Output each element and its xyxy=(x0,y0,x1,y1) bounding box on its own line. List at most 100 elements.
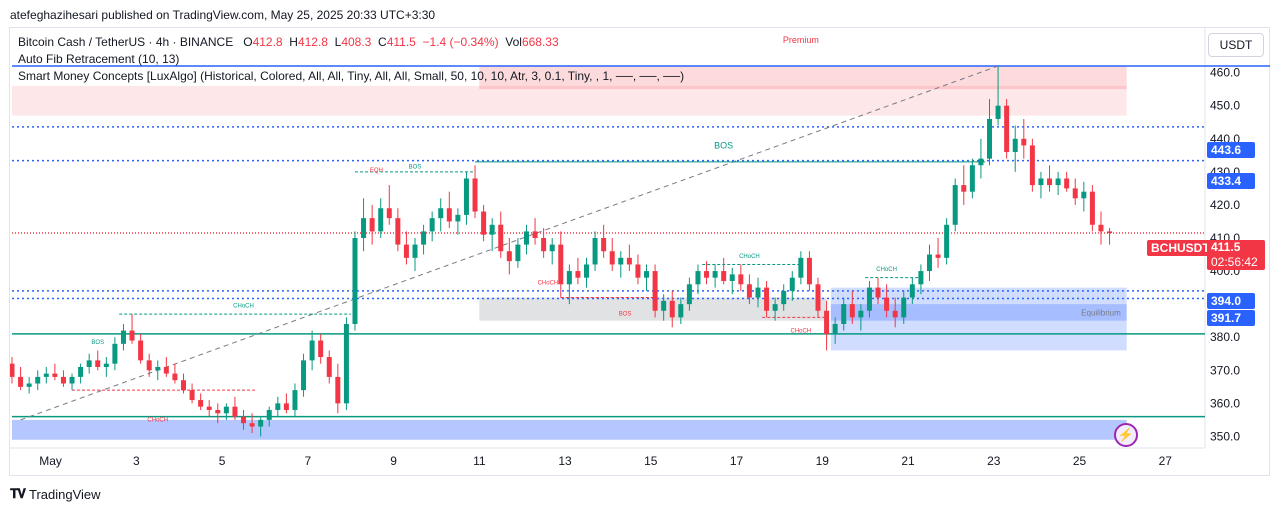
x-tick-label: 17 xyxy=(730,454,744,468)
candle-body-1 xyxy=(18,376,24,387)
currency-button[interactable]: USDT xyxy=(1208,33,1264,57)
candle-body-126 xyxy=(1089,191,1095,225)
candle-body-64 xyxy=(558,244,564,285)
candle-body-117 xyxy=(1012,138,1018,153)
choch-label-2: CHoCH xyxy=(538,280,559,286)
candle-body-68 xyxy=(592,238,598,265)
candle-body-67 xyxy=(583,264,589,278)
candle-body-47 xyxy=(412,244,418,258)
candle-body-115 xyxy=(995,105,1001,119)
x-tick-label: 25 xyxy=(1073,454,1087,468)
x-tick-label: 11 xyxy=(473,454,486,468)
high-label: H xyxy=(289,35,298,49)
candle-body-108 xyxy=(935,254,941,258)
candle-body-95 xyxy=(824,310,830,334)
x-tick-label: 13 xyxy=(558,454,572,468)
candle-body-112 xyxy=(969,165,975,192)
candle-body-66 xyxy=(575,271,581,278)
candle-body-98 xyxy=(849,304,855,318)
candle-body-110 xyxy=(952,185,958,225)
candle-body-61 xyxy=(532,231,538,238)
candle-body-128 xyxy=(1107,231,1113,234)
candle-body-65 xyxy=(566,271,572,285)
candle-body-42 xyxy=(369,218,375,232)
candle-body-10 xyxy=(95,360,101,367)
premium-top-zone xyxy=(479,66,1127,90)
candle-body-102 xyxy=(884,297,890,311)
y-tick-label: 380.0 xyxy=(1210,330,1240,344)
candle-body-118 xyxy=(1021,138,1027,146)
candle-body-121 xyxy=(1047,178,1053,186)
candle-body-116 xyxy=(1004,105,1010,153)
candle-body-122 xyxy=(1055,178,1061,186)
candle-body-15 xyxy=(138,340,144,361)
tv-logo-icon: 𝐓𝐕 xyxy=(10,486,26,501)
candle-body-27 xyxy=(241,416,247,424)
candle-body-88 xyxy=(764,287,770,311)
y-tick-label: 460.0 xyxy=(1210,66,1240,80)
candle-body-6 xyxy=(60,376,66,384)
bos-label-red: BOS xyxy=(619,312,632,318)
price-tag-391: 391.7 xyxy=(1207,310,1255,326)
tradingview-logo[interactable]: 𝐓𝐕 TradingView xyxy=(10,486,101,502)
low-value: 408.3 xyxy=(341,35,372,49)
indicator-fib[interactable]: Auto Fib Retracement (10, 13) xyxy=(18,52,180,66)
chart-legend: Bitcoin Cash / TetherUS · 4h · BINANCE O… xyxy=(18,34,684,85)
ohlc-row: Bitcoin Cash / TetherUS · 4h · BINANCE O… xyxy=(18,34,684,51)
x-tick-label: May xyxy=(39,454,62,468)
choch-label-5: CHoCH xyxy=(876,267,897,273)
candle-body-40 xyxy=(352,238,358,324)
candle-body-74 xyxy=(644,271,650,278)
volume-label: Vol xyxy=(505,35,522,49)
candle-body-81 xyxy=(704,271,710,278)
candle-body-96 xyxy=(832,323,838,334)
candle-body-103 xyxy=(892,310,898,318)
candle-body-76 xyxy=(661,300,667,311)
candle-body-71 xyxy=(618,257,624,265)
candle-body-119 xyxy=(1029,145,1035,186)
candle-body-38 xyxy=(335,376,341,404)
high-value: 412.8 xyxy=(297,35,328,49)
bos-label-main: BOS xyxy=(714,141,733,151)
candle-body-56 xyxy=(489,224,495,235)
price-tag-433: 433.4 xyxy=(1207,173,1255,189)
lightning-icon[interactable]: ⚡ xyxy=(1114,423,1138,447)
y-tick-label: 450.0 xyxy=(1210,99,1240,113)
indicator-smc[interactable]: Smart Money Concepts [LuxAlgo] (Historic… xyxy=(18,69,685,83)
candle-body-84 xyxy=(729,274,735,281)
candle-body-89 xyxy=(772,304,778,311)
candle-body-30 xyxy=(266,409,272,420)
candle-body-69 xyxy=(601,238,607,252)
x-tick-label: 15 xyxy=(644,454,658,468)
candle-body-82 xyxy=(712,271,718,278)
candle-body-8 xyxy=(78,366,84,377)
candle-body-125 xyxy=(1081,191,1087,199)
close-label: C xyxy=(378,35,387,49)
eqh-label: EQH xyxy=(370,168,383,174)
candle-body-4 xyxy=(43,373,49,377)
y-tick-label: 420.0 xyxy=(1210,198,1240,212)
x-tick-label: 9 xyxy=(390,454,397,468)
candle-body-99 xyxy=(858,310,864,318)
premium-zone xyxy=(12,85,1127,116)
candle-body-106 xyxy=(918,271,924,285)
candle-body-41 xyxy=(361,218,367,238)
low-label: L xyxy=(334,35,342,49)
candle-body-54 xyxy=(472,178,478,212)
candle-body-127 xyxy=(1098,224,1104,232)
candle-body-90 xyxy=(781,290,787,305)
candle-body-0 xyxy=(10,363,15,377)
x-tick-label: 5 xyxy=(219,454,226,468)
candle-body-36 xyxy=(318,340,324,358)
x-tick-label: 27 xyxy=(1159,454,1173,468)
candle-body-86 xyxy=(746,284,752,298)
symbol-description[interactable]: Bitcoin Cash / TetherUS · 4h · BINANCE xyxy=(18,35,234,49)
candle-body-124 xyxy=(1072,188,1078,199)
candle-body-91 xyxy=(789,277,795,291)
choch-label-4: CHoCH xyxy=(791,328,812,334)
candle-body-63 xyxy=(549,244,555,252)
candle-body-52 xyxy=(455,214,461,222)
candle-body-77 xyxy=(669,300,675,318)
price-chart[interactable]: Premium BOS BOS EQH BOS CHoCH CHoCH BOS CHoCH CHo… xyxy=(10,28,1270,476)
candle-body-78 xyxy=(678,304,684,318)
